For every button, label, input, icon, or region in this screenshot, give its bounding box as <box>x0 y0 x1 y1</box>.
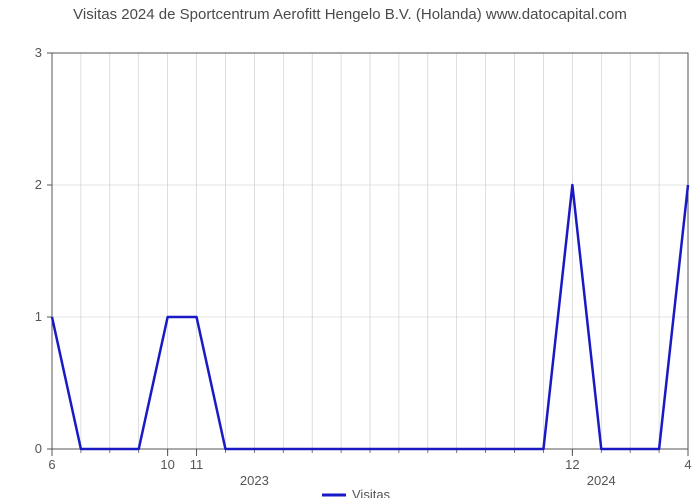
svg-text:4: 4 <box>684 457 691 472</box>
svg-text:1: 1 <box>35 309 42 324</box>
chart-title: Visitas 2024 de Sportcentrum Aerofitt He… <box>0 0 700 23</box>
svg-text:6: 6 <box>48 457 55 472</box>
svg-text:2023: 2023 <box>240 473 269 488</box>
svg-text:Visitas: Visitas <box>352 487 391 498</box>
svg-text:2024: 2024 <box>587 473 616 488</box>
svg-text:12: 12 <box>565 457 579 472</box>
chart-svg: 01236101112420232024Visitas <box>0 23 700 498</box>
line-chart: Visitas 2024 de Sportcentrum Aerofitt He… <box>0 0 700 500</box>
svg-text:11: 11 <box>190 457 204 472</box>
svg-text:10: 10 <box>160 457 174 472</box>
svg-text:3: 3 <box>35 45 42 60</box>
svg-text:2: 2 <box>35 177 42 192</box>
svg-text:0: 0 <box>35 441 42 456</box>
